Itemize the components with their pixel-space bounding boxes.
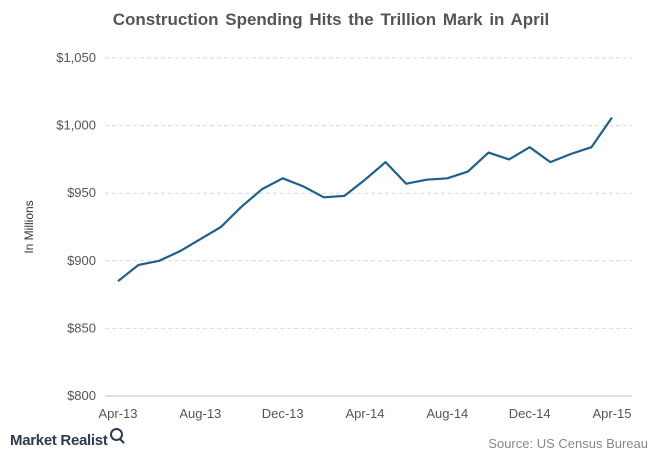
magnifier-icon — [109, 428, 123, 441]
x-axis-ticks: Apr-13 Aug-13 Dec-13 Apr-14 Aug-14 Dec-14 Apr-… — [98, 406, 631, 421]
y-tick-label: $950 — [67, 185, 96, 200]
source-note: Source: US Census Bureau — [488, 436, 648, 451]
x-tick-label: Apr-13 — [98, 406, 137, 421]
x-tick-label: Dec-14 — [509, 406, 551, 421]
y-tick-label: $900 — [67, 253, 96, 268]
x-tick-label: Aug-14 — [426, 406, 468, 421]
gridlines — [105, 57, 632, 329]
chart-title: Construction Spending Hits the Trillion … — [112, 10, 550, 29]
y-axis-label: In Millions — [22, 200, 36, 253]
x-tick-label: Aug-13 — [179, 406, 221, 421]
x-tick-label: Dec-13 — [262, 406, 304, 421]
y-tick-label: $1,000 — [56, 118, 96, 133]
y-tick-label: $850 — [67, 320, 96, 335]
brand-name: Market Realist — [10, 432, 108, 449]
y-tick-label: $1,050 — [56, 50, 96, 65]
x-tick-label: Apr-15 — [592, 406, 631, 421]
y-axis-ticks: $800 $850 $900 $950 $1,000 $1,050 — [56, 50, 96, 403]
y-tick-label: $800 — [67, 388, 96, 403]
series-line-construction-spending — [117, 116, 613, 282]
brand-logo: Market Realist — [10, 428, 123, 449]
x-tick-label: Apr-14 — [345, 406, 384, 421]
